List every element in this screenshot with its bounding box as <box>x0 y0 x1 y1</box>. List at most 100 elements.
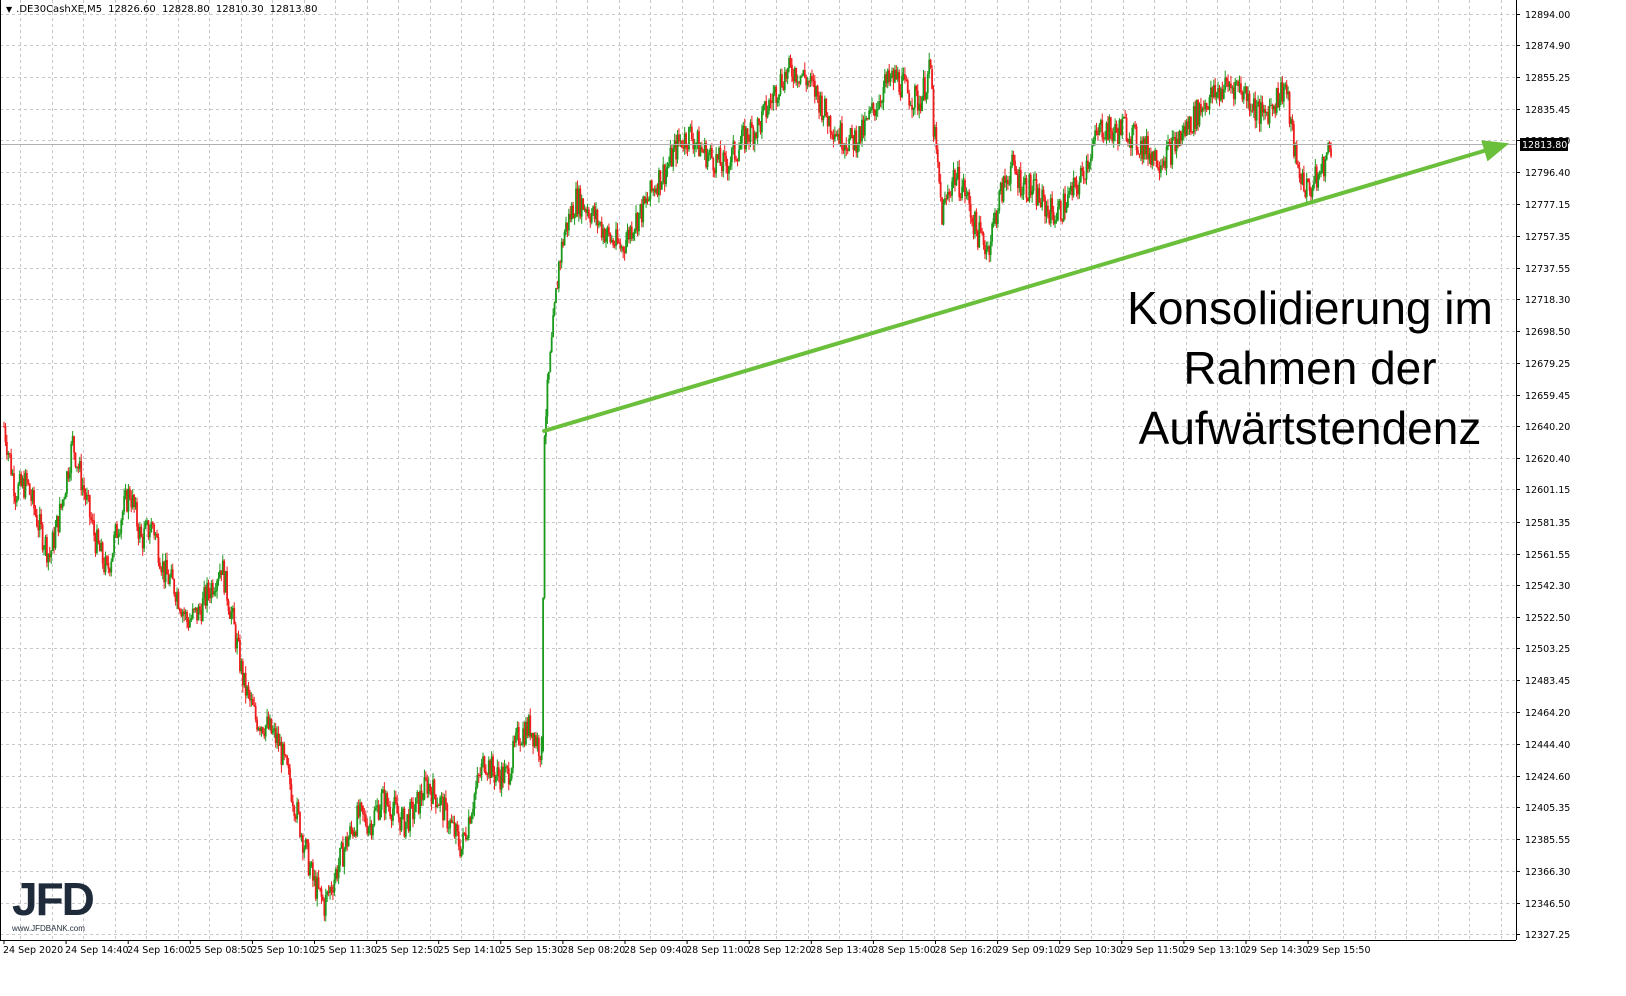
candle-body <box>1159 165 1162 173</box>
candle-body <box>63 499 65 501</box>
candle-body <box>986 246 989 249</box>
candle-body <box>493 771 496 783</box>
candle-body <box>1241 92 1244 100</box>
x-tick-label: 28 Sep 12:20 <box>748 945 811 956</box>
candle-body <box>134 502 137 508</box>
candle-body <box>623 251 626 253</box>
candle-body <box>130 497 133 508</box>
x-tick-label: 28 Sep 15:00 <box>872 945 935 956</box>
candle-body <box>1208 97 1211 110</box>
candle-body <box>1250 110 1252 112</box>
candle-body <box>902 74 905 76</box>
candle-body <box>1235 81 1238 83</box>
candle-body <box>1274 106 1277 113</box>
candle-body <box>1251 110 1254 112</box>
x-tick-label: 25 Sep 10:10 <box>251 945 314 956</box>
candle-body <box>799 75 802 84</box>
candle-body <box>665 169 667 184</box>
candle-body <box>363 813 366 815</box>
candle-body <box>1327 143 1330 153</box>
candle-body <box>1169 142 1172 165</box>
candle-body <box>1117 131 1119 145</box>
candle-body <box>186 612 188 623</box>
candle-body <box>959 197 962 199</box>
candle-body <box>720 165 723 172</box>
candle-body <box>825 98 828 117</box>
candle-body <box>545 416 547 437</box>
candle-body <box>1244 86 1247 92</box>
candle-body <box>1280 82 1282 100</box>
candle-body <box>543 436 546 598</box>
candle-body <box>118 533 121 535</box>
candle-body <box>675 140 677 160</box>
candle-body <box>605 235 607 243</box>
candle-body <box>742 126 745 130</box>
candle-body <box>1328 143 1331 149</box>
annotation-line-1: Konsolidierung im <box>1127 282 1493 334</box>
candle-body <box>250 699 253 701</box>
candle-body <box>1207 107 1209 110</box>
candle-body <box>1287 91 1290 95</box>
candle-body <box>296 802 299 819</box>
candle-body <box>626 229 629 241</box>
candle-body <box>577 188 580 215</box>
candle-body <box>951 181 953 196</box>
candle-body <box>908 93 911 106</box>
candle-body <box>402 808 404 813</box>
jfd-logo: JFD www.JFDBANK.com <box>12 876 95 933</box>
candle-body <box>173 579 176 595</box>
candle-body <box>846 149 849 151</box>
candle-body <box>66 471 68 494</box>
candle-body <box>856 145 859 153</box>
candle-body <box>116 524 118 538</box>
candle-body <box>1158 168 1161 173</box>
candle-body <box>610 239 613 243</box>
candle-body <box>492 756 494 772</box>
candle-body <box>124 490 127 497</box>
candle-body <box>1021 194 1024 196</box>
candle-body <box>1301 172 1304 185</box>
candle-body <box>779 74 782 95</box>
candle-body <box>247 686 250 693</box>
candle-body <box>107 562 110 569</box>
candle-body <box>547 371 550 380</box>
candle-body <box>389 806 391 817</box>
candle-body <box>500 766 503 790</box>
candle-body <box>1305 178 1308 197</box>
candle-body <box>723 152 726 156</box>
x-tick-label: 28 Sep 11:00 <box>686 945 749 956</box>
candle-body <box>497 767 500 776</box>
candle-body <box>43 548 45 550</box>
candle-body <box>1308 182 1311 191</box>
candle-body <box>549 352 552 372</box>
candle-body <box>828 116 831 127</box>
candle-body <box>477 774 480 776</box>
candle-body <box>101 542 104 564</box>
candle-body <box>869 109 872 111</box>
candle-body <box>309 866 311 876</box>
candle-body <box>177 591 180 609</box>
dropdown-triangle-icon[interactable]: ▼ <box>6 5 13 14</box>
candle-body <box>771 101 773 104</box>
y-tick-label: 12640.20 <box>1525 422 1570 433</box>
candle-body <box>227 600 230 611</box>
candle-body <box>1059 201 1062 220</box>
candle-body <box>599 222 602 224</box>
candle-body <box>15 499 18 503</box>
candle-body <box>350 826 353 830</box>
candle-body <box>1277 88 1280 108</box>
candle-body <box>849 127 852 139</box>
candle-body <box>472 808 474 815</box>
candle-body <box>1194 106 1197 129</box>
candle-body <box>386 793 389 805</box>
candle-body <box>463 832 466 834</box>
candle-body <box>383 789 386 814</box>
candle-body <box>303 848 306 853</box>
x-tick-label: 29 Sep 10:30 <box>1059 945 1122 956</box>
candle-body <box>1230 83 1232 88</box>
candle-body <box>104 556 107 573</box>
candle-body <box>237 637 240 640</box>
candle-body <box>1268 105 1271 124</box>
candle-body <box>782 85 785 90</box>
candle-body <box>1302 172 1305 191</box>
